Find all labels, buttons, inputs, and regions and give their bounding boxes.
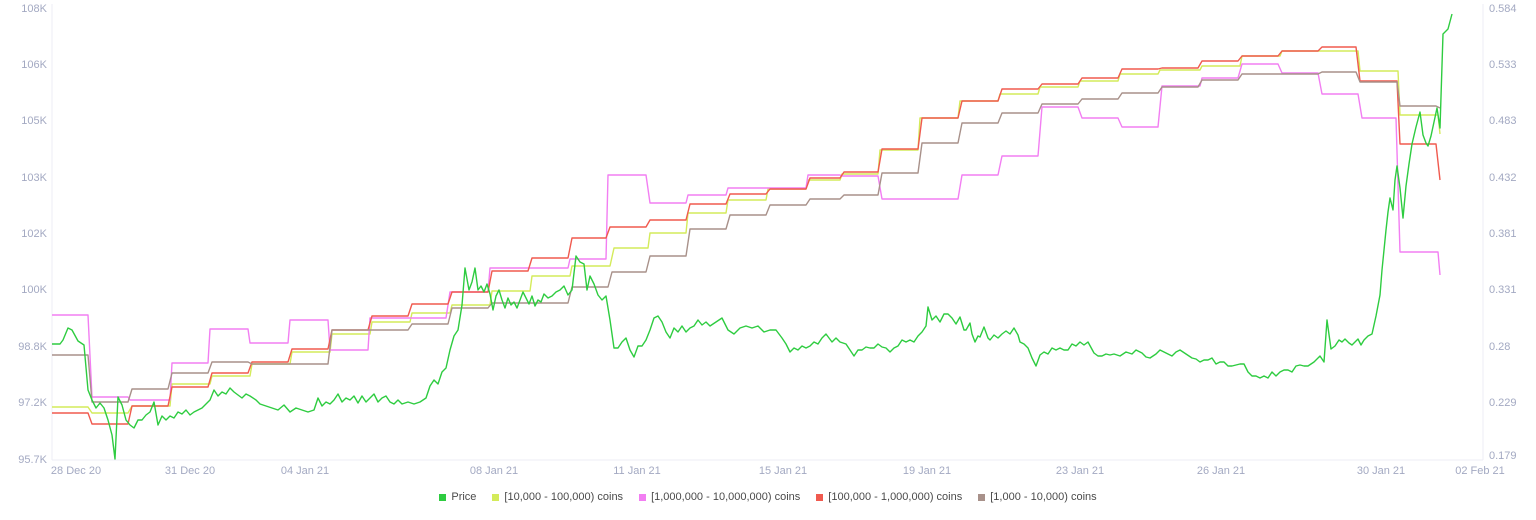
legend-label: [1,000 - 10,000) coins <box>990 491 1097 503</box>
chart-legend: Price [10,000 - 100,000) coins [1,000,00… <box>0 491 1536 503</box>
series-line <box>52 13 1453 460</box>
legend-label: [10,000 - 100,000) coins <box>504 491 624 503</box>
y-right-tick: 0.331 <box>1489 284 1517 296</box>
legend-item-1k-10k[interactable]: [1,000 - 10,000) coins <box>978 491 1097 503</box>
legend-item-100k-1m[interactable]: [100,000 - 1,000,000) coins <box>816 491 962 503</box>
x-tick: 11 Jan 21 <box>613 465 661 477</box>
y-left-tick: 103K <box>21 172 47 184</box>
y-left-tick: 106K <box>21 59 47 71</box>
y-left-tick: 100K <box>21 284 47 296</box>
x-tick: 31 Dec 20 <box>165 465 215 477</box>
x-tick: 15 Jan 21 <box>759 465 807 477</box>
x-tick: 23 Jan 21 <box>1056 465 1104 477</box>
x-tick: 26 Jan 21 <box>1197 465 1245 477</box>
legend-swatch-icon <box>439 493 447 501</box>
y-right-axis: 0.584 0.533 0.483 0.432 0.381 0.331 0.28… <box>1489 3 1517 462</box>
y-left-tick: 98.8K <box>18 341 47 353</box>
legend-label: [100,000 - 1,000,000) coins <box>828 491 963 503</box>
x-tick: 19 Jan 21 <box>903 465 951 477</box>
x-tick: 08 Jan 21 <box>470 465 518 477</box>
series-line <box>52 63 1441 401</box>
legend-swatch-icon <box>978 493 986 501</box>
y-left-tick: 105K <box>21 115 47 127</box>
legend-item-1m-10m[interactable]: [1,000,000 - 10,000,000) coins <box>639 491 800 503</box>
y-right-tick: 0.584 <box>1489 3 1517 15</box>
series-line <box>52 46 1441 425</box>
series-layer <box>52 13 1453 460</box>
x-axis: 28 Dec 20 31 Dec 20 04 Jan 21 08 Jan 21 … <box>51 465 1505 477</box>
y-left-tick: 108K <box>21 3 47 15</box>
y-right-tick: 0.381 <box>1489 228 1517 240</box>
y-right-tick: 0.432 <box>1489 172 1517 184</box>
x-tick: 04 Jan 21 <box>281 465 329 477</box>
y-left-tick: 102K <box>21 228 47 240</box>
y-right-tick: 0.483 <box>1489 115 1517 127</box>
legend-item-10k-100k[interactable]: [10,000 - 100,000) coins <box>492 491 623 503</box>
legend-swatch-icon <box>816 493 824 501</box>
y-left-axis: 108K 106K 105K 103K 102K 100K 98.8K 97.2… <box>18 3 47 466</box>
y-right-tick: 0.179 <box>1489 450 1517 462</box>
x-tick: 30 Jan 21 <box>1357 465 1405 477</box>
y-right-tick: 0.229 <box>1489 397 1517 409</box>
legend-item-price[interactable]: Price <box>439 491 476 503</box>
legend-label: [1,000,000 - 10,000,000) coins <box>651 491 801 503</box>
series-line <box>52 50 1441 414</box>
legend-swatch-icon <box>639 493 647 501</box>
x-tick: 28 Dec 20 <box>51 465 101 477</box>
series-line <box>52 71 1441 403</box>
legend-label: Price <box>451 491 477 503</box>
y-right-tick: 0.533 <box>1489 59 1517 71</box>
y-left-tick: 97.2K <box>18 397 47 409</box>
y-right-tick: 0.28 <box>1489 341 1510 353</box>
legend-swatch-icon <box>492 493 500 501</box>
y-left-tick: 95.7K <box>18 454 47 466</box>
x-tick: 02 Feb 21 <box>1455 465 1505 477</box>
